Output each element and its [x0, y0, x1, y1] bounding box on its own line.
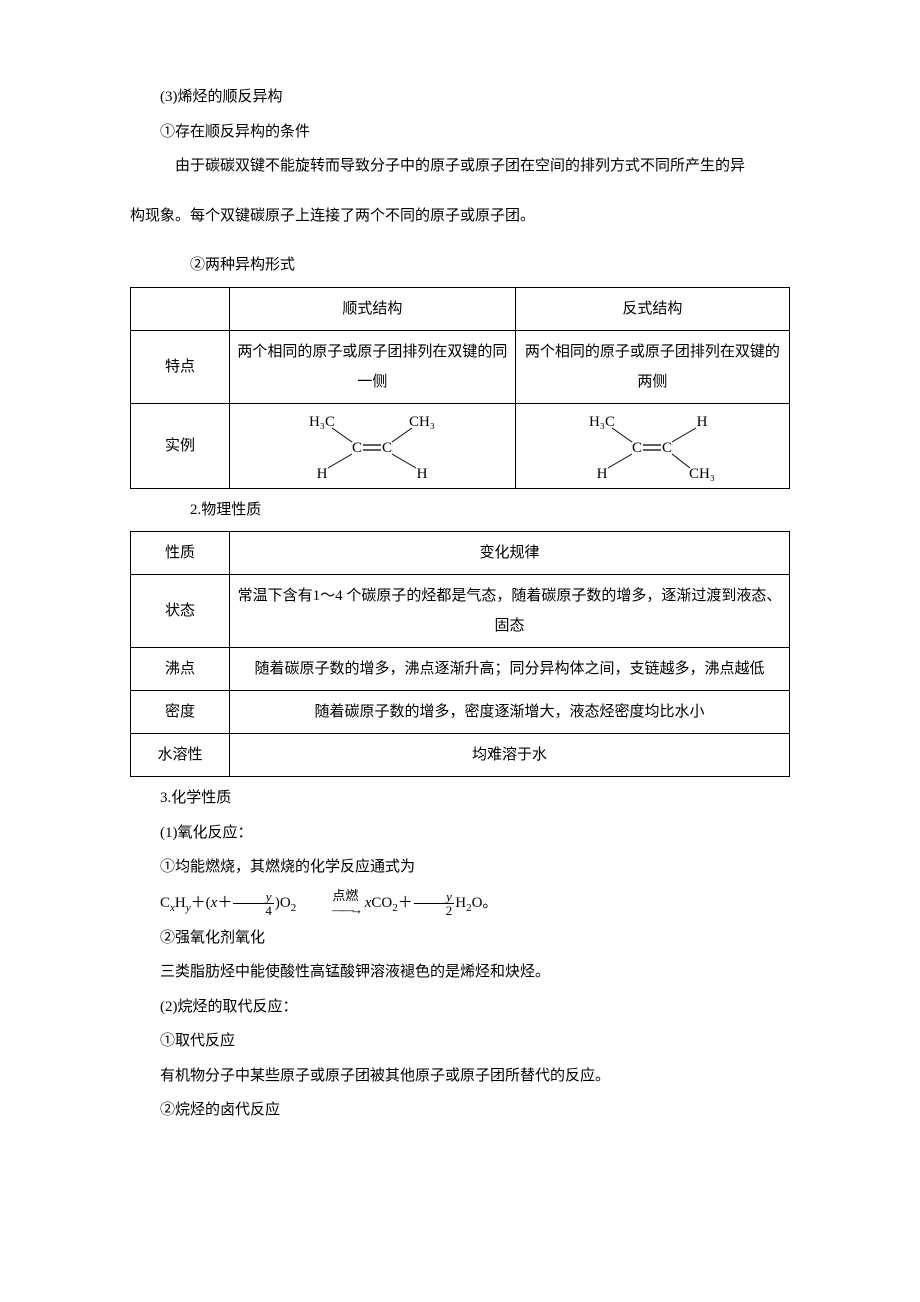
table-row: 性质 变化规律: [131, 532, 790, 575]
cell-solubility-value: 均难溶于水: [230, 734, 790, 777]
para-substitution: (2)烷烃的取代反应：: [130, 990, 790, 1025]
reaction-arrow: 点燃――→: [302, 889, 359, 918]
cell-header-prop: 性质: [131, 532, 230, 575]
para-sub-2: ②烷烃的卤代反应: [130, 1093, 790, 1128]
cell-bp-value: 随着碳原子数的增多，沸点逐渐升高；同分异构体之间，支链越多，沸点越低: [230, 648, 790, 691]
bond-line: [672, 428, 696, 442]
table-row: 沸点 随着碳原子数的增多，沸点逐渐升高；同分异构体之间，支链越多，沸点越低: [131, 648, 790, 691]
bond-line: [392, 454, 416, 468]
table-row: 特点 两个相同的原子或原子团排列在双键的同一侧 两个相同的原子或原子团排列在双键…: [131, 330, 790, 403]
chem-label: H₃C: [309, 414, 335, 430]
table-row: 状态 常温下含有1～4 个碳原子的烃都是气态，随着碳原子数的增多，逐渐过渡到液态…: [131, 575, 790, 648]
bond-line: [672, 454, 690, 468]
cell-feature-cis: 两个相同的原子或原子团排列在双键的同一侧: [230, 330, 516, 403]
chem-label: CH₃: [409, 414, 435, 430]
cell-bp-label: 沸点: [131, 648, 230, 691]
para-3-heading: (3)烯烃的顺反异构: [130, 80, 790, 115]
cell-cis-header: 顺式结构: [230, 287, 516, 330]
table-row: 密度 随着碳原子数的增多，密度逐渐增大，液态烃密度均比水小: [131, 691, 790, 734]
frac-y-2: y2: [414, 890, 455, 917]
cell-example-cis: H₃C CH₃ H H C C: [230, 403, 516, 488]
cell-example-label: 实例: [131, 403, 230, 488]
chem-label: H: [597, 466, 608, 482]
cell-feature-label: 特点: [131, 330, 230, 403]
frac-y-4: y4: [233, 890, 274, 917]
para-chem-heading: 3.化学性质: [130, 781, 790, 816]
cell-example-trans: H₃C H H CH₃ C C: [515, 403, 789, 488]
bond-line: [332, 428, 352, 442]
cell-header-rule: 变化规律: [230, 532, 790, 575]
table-row: 顺式结构 反式结构: [131, 287, 790, 330]
chem-c: C: [662, 440, 672, 456]
para-cond-title: ①存在顺反异构的条件: [130, 115, 790, 150]
chem-label: H₃C: [589, 414, 615, 430]
trans-structure-diagram: H₃C H H CH₃ C C: [552, 410, 752, 482]
para-strong-ox-body: 三类脂肪烃中能使酸性高锰酸钾溶液褪色的是烯烃和炔烃。: [130, 955, 790, 990]
eq-H2O-O: O: [472, 895, 483, 911]
chem-c: C: [382, 440, 392, 456]
eq-O2-sub: 2: [291, 902, 297, 914]
eq-plus2: ＋: [217, 895, 232, 911]
eq-plus3: ＋: [398, 895, 413, 911]
cell-state-value: 常温下含有1～4 个碳原子的烃都是气态，随着碳原子数的增多，逐渐过渡到液态、固态: [230, 575, 790, 648]
arrow-condition: 点燃: [302, 889, 359, 903]
cell-trans-header: 反式结构: [515, 287, 789, 330]
bond-line: [328, 454, 352, 468]
cis-structure-diagram: H₃C CH₃ H H C C: [272, 410, 472, 482]
para-sub-1-body: 有机物分子中某些原子或原子团被其他原子或原子团所替代的反应。: [130, 1059, 790, 1094]
chem-label: H: [317, 466, 328, 482]
arrow-line: ――→: [302, 903, 359, 917]
frac-num: y: [233, 890, 274, 904]
frac-num: y: [414, 890, 455, 904]
cell-feature-trans: 两个相同的原子或原子团排列在双键的两侧: [515, 330, 789, 403]
chem-label: CH₃: [689, 466, 715, 482]
table-row: 实例 H₃C CH₃ H H C C: [131, 403, 790, 488]
para-sub-1: ①取代反应: [130, 1024, 790, 1059]
eq-H2: H: [455, 895, 466, 911]
chem-label: H: [417, 466, 428, 482]
table-cis-trans: 顺式结构 反式结构 特点 两个相同的原子或原子团排列在双键的同一侧 两个相同的原…: [130, 287, 790, 489]
chem-label: H: [697, 414, 708, 430]
bond-line: [608, 454, 632, 468]
eq-period: 。: [482, 895, 497, 911]
para-oxidation: (1)氧化反应：: [130, 816, 790, 851]
para-phys-heading: 2.物理性质: [130, 493, 790, 528]
chem-c: C: [632, 440, 642, 456]
para-two-forms: ②两种异构形式: [130, 248, 790, 283]
eq-plus: ＋: [191, 895, 206, 911]
chem-c: C: [352, 440, 362, 456]
table-row: 水溶性 均难溶于水: [131, 734, 790, 777]
cell-solubility-label: 水溶性: [131, 734, 230, 777]
para-strong-ox: ②强氧化剂氧化: [130, 921, 790, 956]
cell-state-label: 状态: [131, 575, 230, 648]
eq-O: O: [280, 895, 291, 911]
bond-line: [612, 428, 632, 442]
para-cond-body-1: 由于碳碳双键不能旋转而导致分子中的原子或原子团在空间的排列方式不同所产生的异: [130, 149, 790, 184]
para-combustion: ①均能燃烧，其燃烧的化学反应通式为: [130, 850, 790, 885]
frac-den: 4: [233, 904, 274, 917]
frac-den: 2: [414, 904, 455, 917]
cell-empty: [131, 287, 230, 330]
page-content: (3)烯烃的顺反异构 ①存在顺反异构的条件 由于碳碳双键不能旋转而导致分子中的原…: [0, 0, 920, 1208]
cell-density-label: 密度: [131, 691, 230, 734]
combustion-equation: CxHy＋(x＋y4)O2 点燃――→ xCO2＋y2H2O。: [130, 885, 790, 921]
eq-H: H: [175, 895, 186, 911]
table-physical-properties: 性质 变化规律 状态 常温下含有1～4 个碳原子的烃都是气态，随着碳原子数的增多…: [130, 531, 790, 777]
eq-C: C: [160, 895, 170, 911]
eq-CO2: CO: [371, 895, 392, 911]
cell-density-value: 随着碳原子数的增多，密度逐渐增大，液态烃密度均比水小: [230, 691, 790, 734]
bond-line: [392, 428, 412, 442]
para-cond-body-2: 构现象。每个双键碳原子上连接了两个不同的原子或原子团。: [130, 199, 790, 234]
